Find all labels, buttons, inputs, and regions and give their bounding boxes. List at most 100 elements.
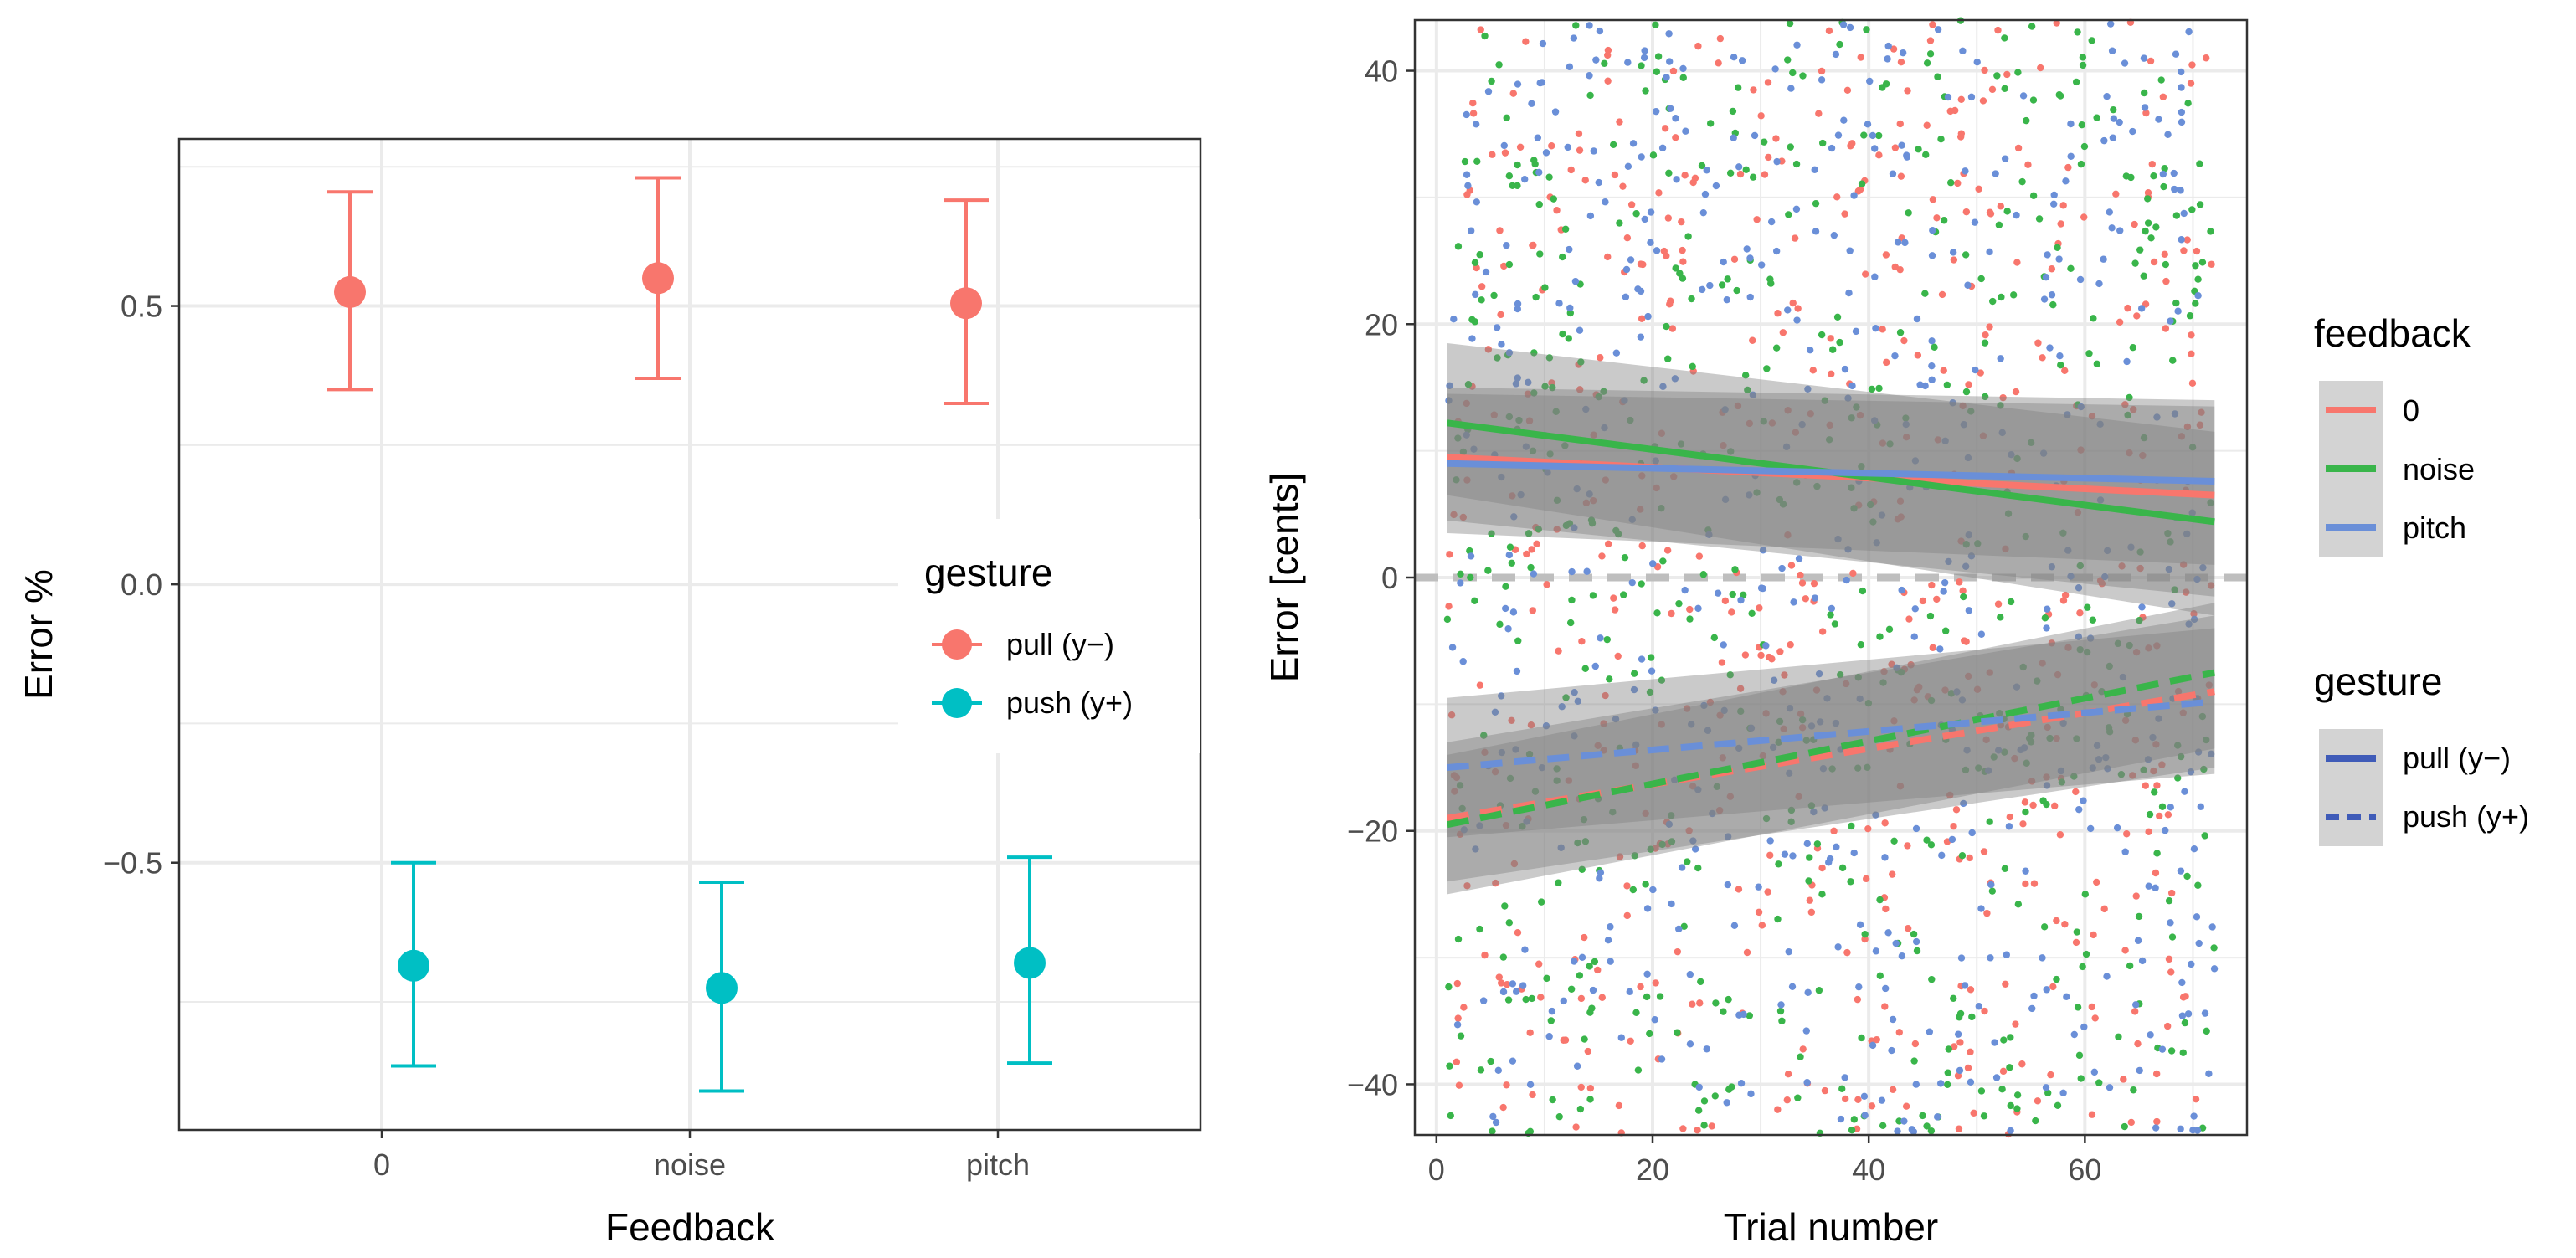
trial-point	[1652, 706, 1659, 714]
trial-point	[1471, 259, 1479, 266]
trial-point	[2130, 1086, 2137, 1094]
trial-point	[2150, 767, 2157, 775]
trial-point	[1496, 227, 1504, 234]
trial-point	[1934, 26, 1942, 33]
trial-point	[1994, 600, 2003, 608]
trial-point	[1946, 791, 1954, 799]
trial-point	[1818, 331, 1826, 339]
trial-point	[2158, 761, 2166, 768]
trial-point	[1727, 448, 1735, 455]
trial-point	[1712, 182, 1720, 190]
trial-point	[2080, 797, 2087, 804]
trial-point	[2082, 950, 2090, 958]
trial-point	[1576, 1105, 1585, 1113]
trial-point	[1757, 112, 1765, 120]
trial-point	[1463, 476, 1471, 484]
trial-point	[2056, 831, 2064, 839]
trial-point	[2121, 1122, 2128, 1131]
trial-point	[1445, 603, 1453, 610]
trial-point	[2188, 509, 2196, 516]
trial-point	[1879, 326, 1886, 333]
trial-point	[1626, 988, 1633, 996]
trial-point	[2121, 716, 2130, 725]
trial-point	[1802, 595, 1810, 603]
trial-point	[1616, 853, 1624, 860]
trial-point	[1724, 881, 1732, 889]
trial-point	[1757, 261, 1766, 269]
trial-point	[2070, 773, 2078, 780]
trial-point	[1544, 469, 1551, 476]
trial-point	[1610, 594, 1617, 602]
trial-point	[1700, 701, 1708, 710]
trial-point	[1833, 313, 1842, 321]
trial-point	[2196, 160, 2203, 167]
trial-point	[1711, 1092, 1719, 1100]
trial-point	[2055, 255, 2063, 263]
trial-point	[1447, 1112, 1454, 1120]
trial-point	[1642, 809, 1649, 818]
trial-point	[2057, 706, 2064, 713]
trial-point	[1686, 1040, 1694, 1048]
trial-point	[2074, 28, 2081, 36]
trial-point	[1927, 696, 1936, 705]
trial-point	[1596, 875, 1603, 882]
trial-point	[1459, 658, 1467, 665]
trial-point	[2171, 185, 2178, 193]
trial-point	[1576, 386, 1584, 393]
fit-line	[1447, 698, 2215, 772]
trial-point	[1878, 511, 1886, 519]
fit-line	[1446, 669, 2216, 829]
trial-point	[1977, 275, 1985, 283]
trial-point	[1879, 439, 1887, 447]
trial-point	[1864, 121, 1872, 128]
trial-point	[1897, 58, 1905, 66]
trial-point	[2127, 173, 2135, 182]
trial-point	[2093, 114, 2100, 121]
trial-point	[1663, 74, 1670, 81]
trial-point	[1509, 1057, 1517, 1065]
trial-point	[2133, 312, 2141, 320]
trial-point	[2119, 673, 2127, 681]
trial-point	[1882, 80, 1890, 88]
trial-point	[1504, 996, 1513, 1004]
trial-point	[1694, 42, 1702, 50]
trial-point	[2190, 610, 2198, 618]
trial-point	[1893, 664, 1900, 672]
trial-point	[1766, 851, 1774, 859]
trial-point	[1781, 850, 1789, 858]
trial-point	[2077, 160, 2085, 168]
trial-point	[1858, 1034, 1865, 1042]
trial-point	[2073, 735, 2080, 742]
trial-point	[1959, 587, 1967, 595]
trial-point	[1789, 69, 1797, 77]
trial-point	[1928, 252, 1936, 259]
trial-point	[1957, 95, 1965, 104]
trial-point	[1536, 250, 1544, 258]
trial-point	[1780, 725, 1787, 733]
trial-point	[1469, 99, 1477, 107]
trial-point	[1776, 648, 1784, 655]
x-tick-label: 0	[1428, 1153, 1445, 1187]
trial-point	[2029, 96, 2038, 104]
trial-point	[1552, 408, 1560, 415]
trial-point	[2110, 105, 2117, 114]
trial-point	[2138, 603, 2146, 611]
trial-point	[2188, 206, 2196, 213]
trial-point	[1965, 531, 1972, 539]
trial-point	[1498, 748, 1506, 757]
trial-point	[2079, 54, 2087, 61]
trial-point	[1961, 637, 1968, 644]
trial-point	[1894, 1127, 1901, 1135]
trial-point	[1445, 983, 1453, 991]
trial-point	[1759, 547, 1767, 554]
trial-point	[1592, 56, 1600, 64]
trial-point	[1716, 711, 1724, 719]
trial-point	[1712, 999, 1720, 1007]
trial-point	[1960, 799, 1967, 808]
trial-point	[1591, 958, 1599, 966]
trial-point	[1476, 681, 1484, 689]
trial-point	[1590, 147, 1597, 155]
trial-point	[2210, 944, 2218, 952]
trial-point	[1940, 588, 1947, 595]
trial-point	[1928, 376, 1936, 383]
